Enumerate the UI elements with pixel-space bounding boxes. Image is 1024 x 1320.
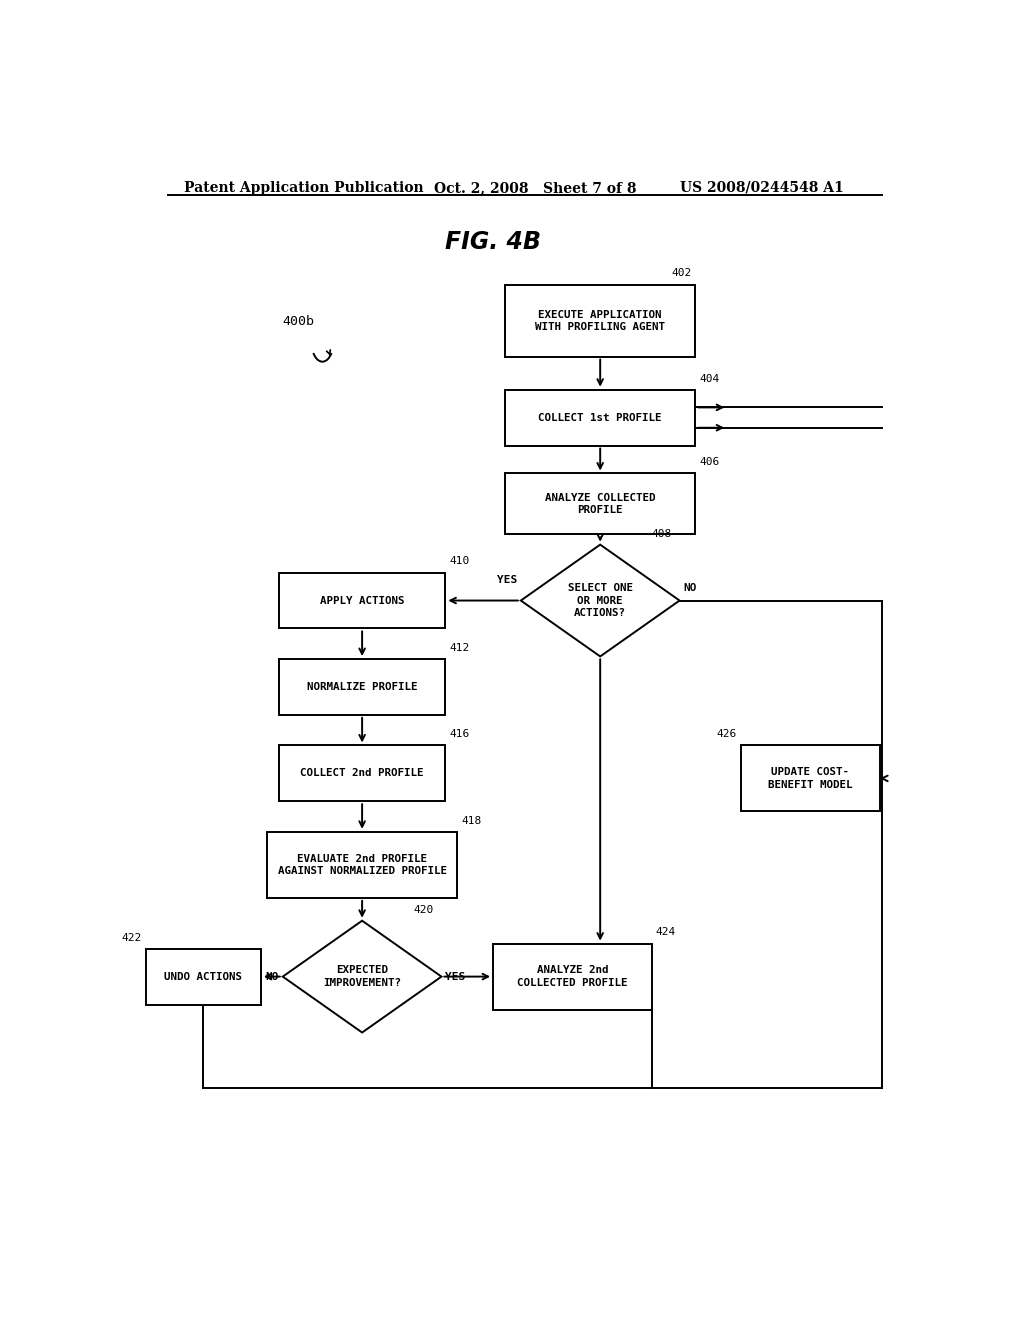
Polygon shape [283,921,441,1032]
FancyBboxPatch shape [145,949,261,1005]
Text: 426: 426 [717,729,737,739]
Text: ANALYZE 2nd
COLLECTED PROFILE: ANALYZE 2nd COLLECTED PROFILE [517,965,628,987]
Text: 408: 408 [651,528,672,539]
Text: EXECUTE APPLICATION
WITH PROFILING AGENT: EXECUTE APPLICATION WITH PROFILING AGENT [536,310,666,333]
Text: 424: 424 [655,928,676,937]
Text: 422: 422 [122,932,142,942]
Text: UNDO ACTIONS: UNDO ACTIONS [165,972,243,982]
Text: Oct. 2, 2008   Sheet 7 of 8: Oct. 2, 2008 Sheet 7 of 8 [433,181,636,195]
Text: US 2008/0244548 A1: US 2008/0244548 A1 [680,181,844,195]
Text: 416: 416 [450,729,470,739]
Text: Patent Application Publication: Patent Application Publication [183,181,423,195]
FancyBboxPatch shape [279,573,445,628]
Text: YES: YES [497,576,517,585]
Text: 418: 418 [461,816,481,826]
Text: 406: 406 [699,458,720,467]
FancyBboxPatch shape [505,389,695,446]
FancyBboxPatch shape [505,474,695,535]
FancyBboxPatch shape [494,944,652,1010]
FancyBboxPatch shape [279,659,445,715]
Text: YES: YES [445,972,466,982]
Text: 400b: 400b [283,314,314,327]
Text: EXPECTED
IMPROVEMENT?: EXPECTED IMPROVEMENT? [324,965,401,987]
FancyBboxPatch shape [279,746,445,801]
Text: 412: 412 [450,643,470,653]
Polygon shape [521,545,680,656]
Text: SELECT ONE
OR MORE
ACTIONS?: SELECT ONE OR MORE ACTIONS? [567,583,633,618]
Text: EVALUATE 2nd PROFILE
AGAINST NORMALIZED PROFILE: EVALUATE 2nd PROFILE AGAINST NORMALIZED … [278,854,446,876]
Text: 404: 404 [699,374,720,384]
Text: 402: 402 [671,268,691,279]
Text: FIG. 4B: FIG. 4B [445,230,541,253]
Text: ANALYZE COLLECTED
PROFILE: ANALYZE COLLECTED PROFILE [545,492,655,515]
FancyBboxPatch shape [267,832,458,898]
Text: COLLECT 2nd PROFILE: COLLECT 2nd PROFILE [300,768,424,779]
Text: 420: 420 [414,904,433,915]
Text: APPLY ACTIONS: APPLY ACTIONS [319,595,404,606]
FancyBboxPatch shape [505,285,695,356]
FancyBboxPatch shape [741,746,880,812]
Text: UPDATE COST-
BENEFIT MODEL: UPDATE COST- BENEFIT MODEL [768,767,853,789]
Text: NORMALIZE PROFILE: NORMALIZE PROFILE [307,682,418,692]
Text: COLLECT 1st PROFILE: COLLECT 1st PROFILE [539,413,662,422]
Text: NO: NO [684,583,697,593]
Text: NO: NO [265,972,279,982]
Text: 410: 410 [450,557,470,566]
